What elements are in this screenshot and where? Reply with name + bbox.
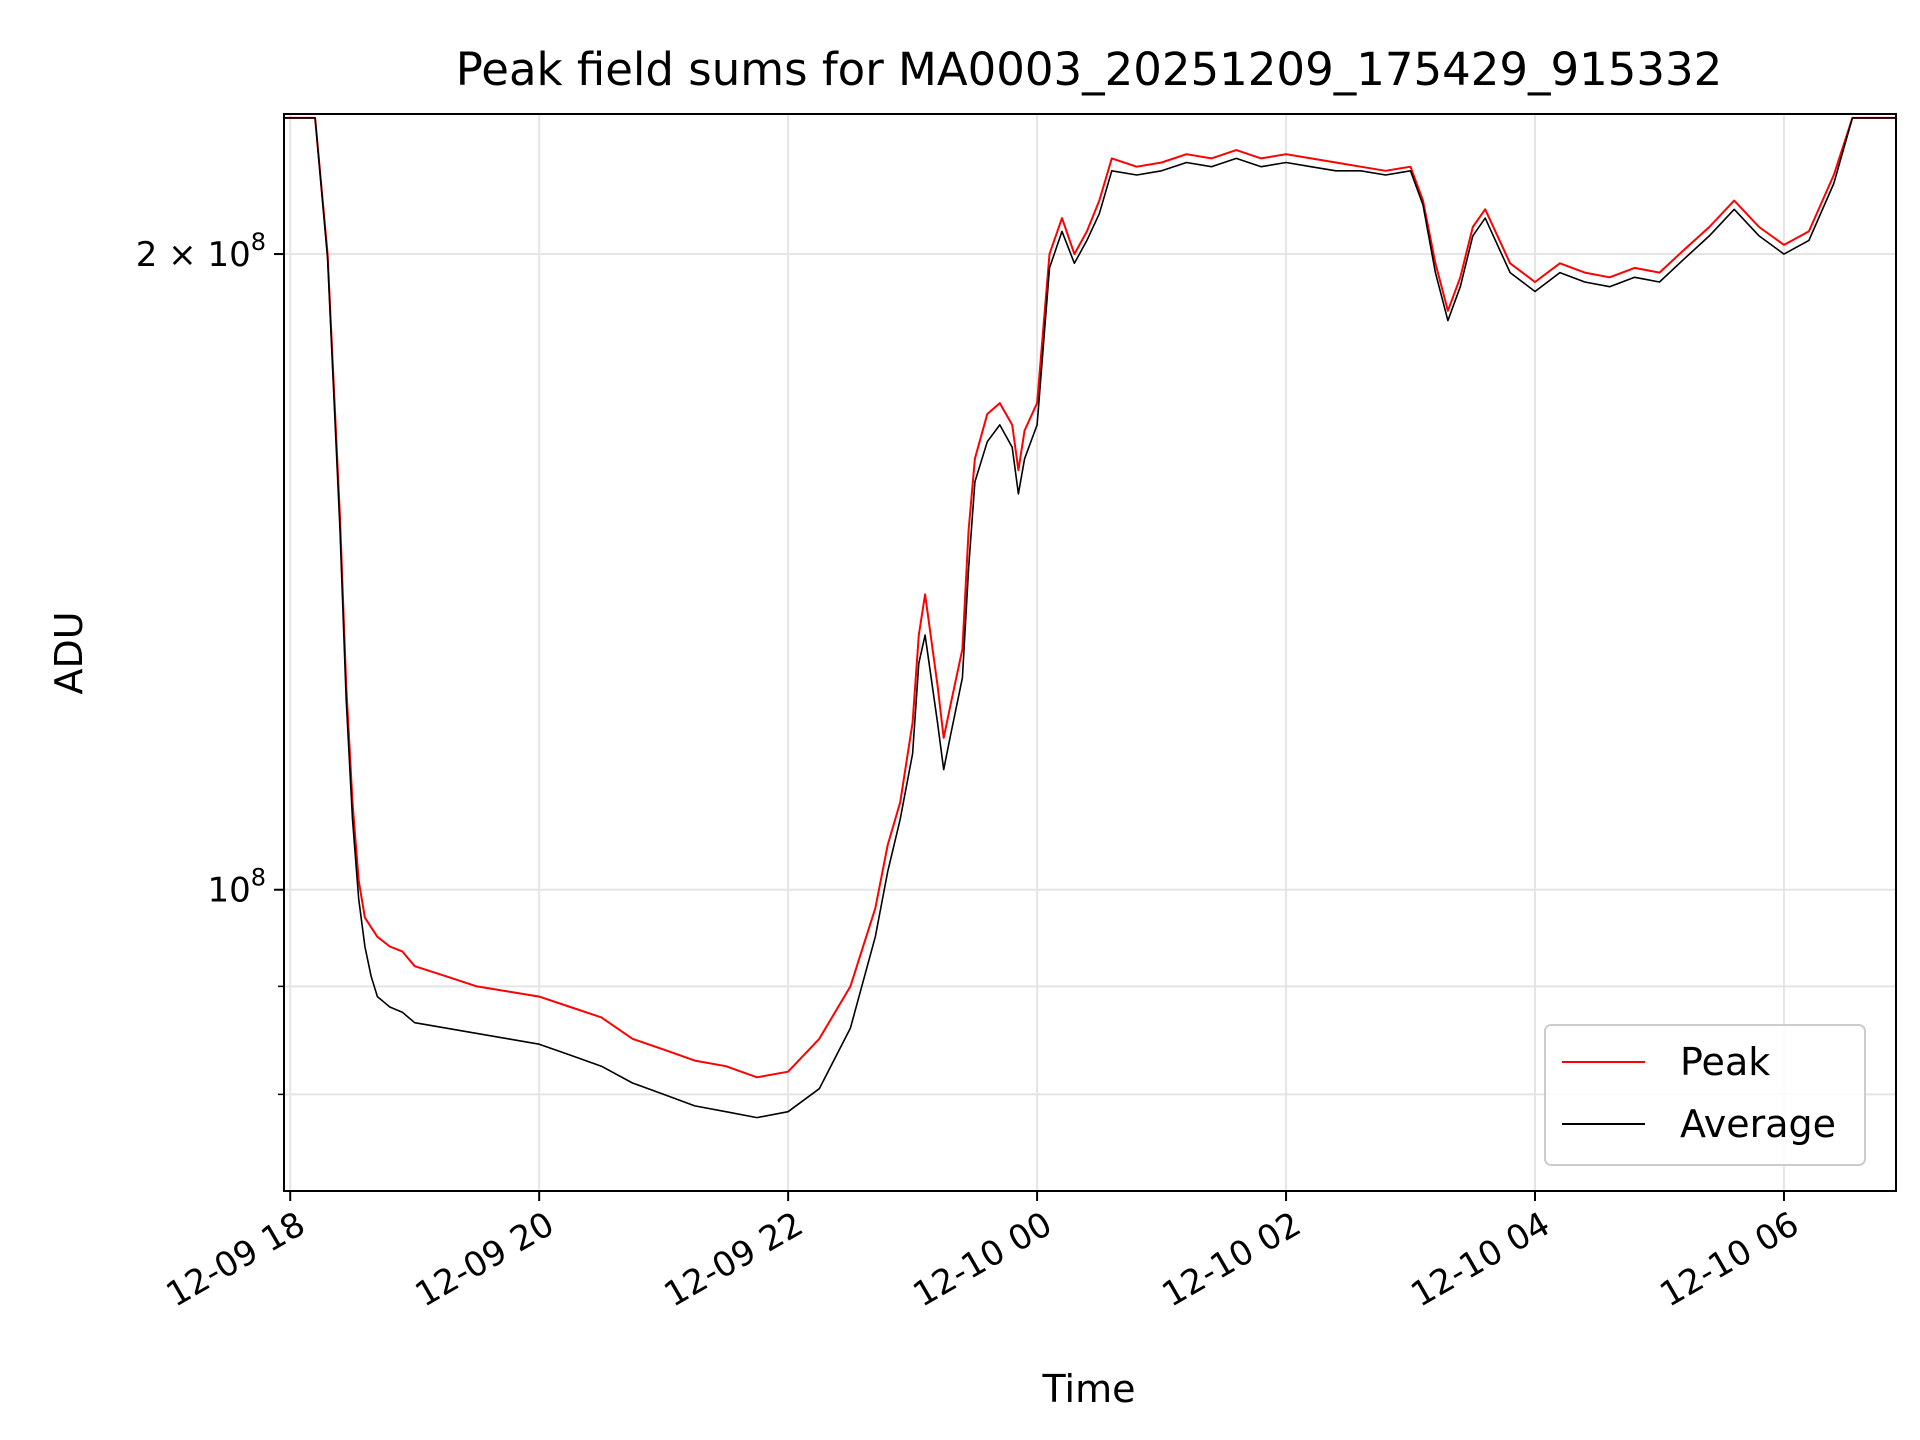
plot-frame (283, 113, 1897, 1192)
legend-label-average: Average (1680, 1102, 1836, 1146)
legend: Peak Average (1544, 1024, 1866, 1166)
y-tick-label: 108 (207, 864, 266, 911)
y-tick-exponent: 8 (251, 228, 266, 256)
x-axis-label: Time (1042, 1367, 1136, 1411)
plot-area (284, 116, 1896, 1119)
y-tick-base: 10 (207, 871, 250, 911)
y-tick-exponent: 8 (251, 864, 266, 892)
y-tick-base: 10 (207, 235, 250, 275)
series-line-average (284, 117, 1896, 1119)
legend-box (1544, 1024, 1866, 1166)
y-axis-label: ADU (47, 611, 91, 694)
series-line-peak (284, 116, 1896, 1079)
y-tick-label: 2 × 108 (136, 228, 266, 275)
series-layer (284, 116, 1896, 1119)
y-tick-mantissa: 2 × (136, 235, 208, 275)
legend-label-peak: Peak (1680, 1040, 1770, 1084)
chart-title: Peak field sums for MA0003_20251209_1754… (456, 43, 1723, 96)
